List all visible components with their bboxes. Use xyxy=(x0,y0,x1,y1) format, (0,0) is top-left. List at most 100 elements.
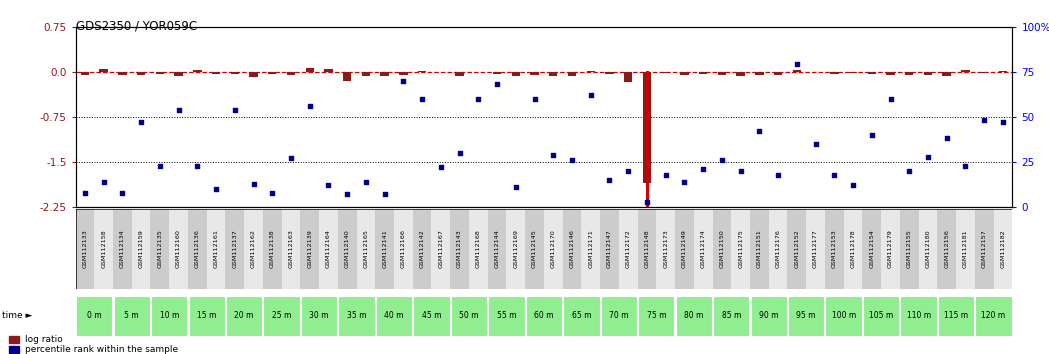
Text: GSM112134: GSM112134 xyxy=(120,229,125,268)
Text: GSM112182: GSM112182 xyxy=(1001,229,1005,268)
Text: GSM112140: GSM112140 xyxy=(345,229,349,268)
Point xyxy=(470,96,487,102)
Bar xyxy=(807,209,825,289)
Bar xyxy=(624,72,633,82)
Bar xyxy=(250,72,258,77)
Bar xyxy=(212,72,220,74)
Bar xyxy=(919,209,938,289)
Bar xyxy=(718,72,726,75)
Text: 60 m: 60 m xyxy=(534,312,554,320)
Bar xyxy=(301,296,338,336)
Point xyxy=(676,179,692,185)
Bar xyxy=(451,296,487,336)
Point xyxy=(77,190,93,195)
Point xyxy=(508,184,524,190)
Bar xyxy=(619,209,638,289)
Point xyxy=(807,141,823,147)
Bar xyxy=(750,296,787,336)
Point xyxy=(245,181,262,187)
Bar xyxy=(774,72,783,75)
Point xyxy=(563,157,580,163)
Text: 70 m: 70 m xyxy=(609,312,628,320)
Bar xyxy=(469,209,488,289)
Text: GSM112155: GSM112155 xyxy=(906,229,912,268)
Bar xyxy=(638,296,675,336)
Text: GSM112175: GSM112175 xyxy=(738,229,743,268)
Bar xyxy=(657,209,676,289)
Point xyxy=(844,183,861,188)
Bar xyxy=(961,70,969,72)
Bar xyxy=(731,209,750,289)
Point xyxy=(582,92,599,98)
Text: 120 m: 120 m xyxy=(982,312,1006,320)
Text: GSM112162: GSM112162 xyxy=(251,229,256,268)
Bar xyxy=(413,296,450,336)
Bar xyxy=(9,336,19,343)
Point xyxy=(114,190,131,195)
Bar xyxy=(562,209,581,289)
Bar xyxy=(905,72,914,75)
Bar xyxy=(357,209,376,289)
Point xyxy=(863,132,880,138)
Text: 100 m: 100 m xyxy=(832,312,856,320)
Bar xyxy=(226,209,244,289)
Bar xyxy=(286,72,295,75)
Bar xyxy=(263,209,281,289)
Bar xyxy=(526,296,562,336)
Bar xyxy=(305,68,314,72)
Bar xyxy=(862,209,881,289)
Bar xyxy=(132,209,150,289)
Bar xyxy=(600,209,619,289)
Bar xyxy=(169,209,188,289)
Bar xyxy=(174,72,183,76)
Text: GSM112152: GSM112152 xyxy=(794,229,799,268)
Bar xyxy=(788,209,807,289)
Bar xyxy=(586,71,595,72)
Text: GSM112147: GSM112147 xyxy=(607,229,612,268)
Point xyxy=(620,168,637,174)
Bar xyxy=(825,209,843,289)
Bar xyxy=(881,209,900,289)
Bar xyxy=(976,296,1011,336)
Point xyxy=(151,163,168,169)
Text: GSM112170: GSM112170 xyxy=(551,229,556,268)
Text: GSM112151: GSM112151 xyxy=(757,229,762,268)
Bar xyxy=(113,296,150,336)
Text: 25 m: 25 m xyxy=(272,312,292,320)
Text: 30 m: 30 m xyxy=(309,312,328,320)
Bar xyxy=(244,209,263,289)
Point xyxy=(826,172,842,177)
Text: GSM112142: GSM112142 xyxy=(420,229,425,268)
Bar xyxy=(81,72,89,75)
Bar xyxy=(563,296,600,336)
Text: GSM112172: GSM112172 xyxy=(625,229,630,268)
Bar xyxy=(455,72,464,76)
Text: GSM112148: GSM112148 xyxy=(644,229,649,268)
Point xyxy=(95,179,112,185)
Point xyxy=(264,190,281,195)
Bar xyxy=(119,72,127,75)
Bar xyxy=(736,72,745,76)
Bar xyxy=(643,72,651,183)
Bar xyxy=(319,209,338,289)
Text: GSM112143: GSM112143 xyxy=(457,229,463,268)
Bar xyxy=(150,209,169,289)
Text: log ratio: log ratio xyxy=(25,335,63,344)
Point xyxy=(489,81,506,87)
Bar xyxy=(543,209,562,289)
Bar xyxy=(993,209,1012,289)
Bar xyxy=(189,296,224,336)
Point xyxy=(957,163,973,169)
Bar xyxy=(750,209,769,289)
Bar xyxy=(568,72,576,76)
Point xyxy=(882,96,899,102)
Bar xyxy=(526,209,543,289)
Point xyxy=(920,154,937,159)
Text: time ►: time ► xyxy=(2,312,33,320)
Bar xyxy=(400,72,408,75)
Point xyxy=(358,179,374,185)
Point xyxy=(770,172,787,177)
Bar xyxy=(900,209,919,289)
Point xyxy=(208,186,224,192)
Text: GSM112174: GSM112174 xyxy=(701,229,706,268)
